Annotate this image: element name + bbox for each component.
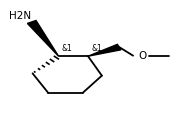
Text: H2N: H2N [9, 11, 31, 21]
Text: &1: &1 [61, 44, 72, 53]
Polygon shape [88, 44, 121, 56]
Text: O: O [139, 51, 147, 61]
Text: &1: &1 [92, 44, 102, 53]
Polygon shape [27, 20, 59, 56]
